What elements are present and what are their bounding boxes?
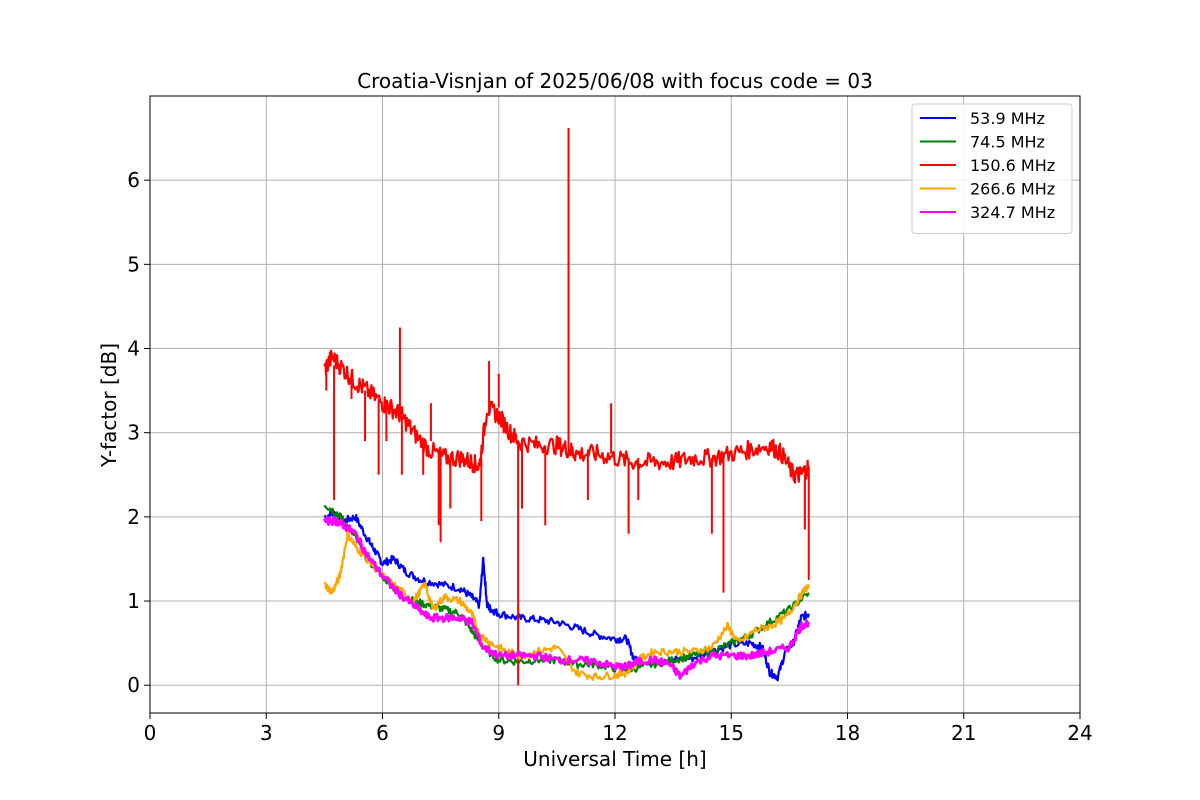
x-tick-label: 18 [835,721,860,745]
y-tick-label: 2 [127,505,140,529]
x-tick-label: 6 [376,721,389,745]
y-tick-label: 0 [127,673,140,697]
y-axis: 0 1 2 3 4 5 6 [127,168,150,697]
legend-label: 150.6 MHz [970,156,1055,175]
x-tick-label: 24 [1067,721,1092,745]
y-tick-label: 1 [127,589,140,613]
plot-area [322,127,811,686]
x-axis-label: Universal Time [h] [523,747,706,771]
series-line-0 [323,510,810,682]
y-tick-label: 6 [127,168,140,192]
y-axis-label: Y-factor [dB] [97,343,121,468]
series-line-2 [323,349,810,484]
y-tick-label: 3 [127,421,140,445]
series-line-4 [322,516,811,680]
x-tick-label: 21 [951,721,976,745]
legend-label: 74.5 MHz [970,133,1045,152]
legend-label: 53.9 MHz [970,109,1045,128]
x-tick-label: 12 [602,721,627,745]
y-tick-label: 5 [127,252,140,276]
x-tick-label: 9 [492,721,505,745]
chart-title: Croatia-Visnjan of 2025/06/08 with focus… [357,69,873,93]
legend-label: 324.7 MHz [970,203,1055,222]
x-tick-label: 0 [144,721,157,745]
x-tick-label: 15 [719,721,744,745]
legend: 53.9 MHz 74.5 MHz 150.6 MHz 266.6 MHz 32… [911,103,1073,234]
legend-box [911,103,1073,234]
x-tick-label: 3 [260,721,273,745]
x-axis: 0 3 6 9 12 15 18 21 24 [144,713,1093,745]
series-group [322,127,811,686]
legend-label: 266.6 MHz [970,180,1055,199]
y-tick-label: 4 [127,337,140,361]
